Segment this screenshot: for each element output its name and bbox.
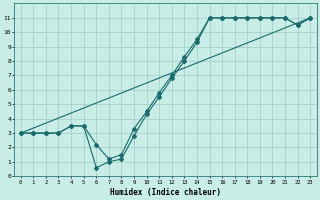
X-axis label: Humidex (Indice chaleur): Humidex (Indice chaleur) — [110, 188, 221, 197]
